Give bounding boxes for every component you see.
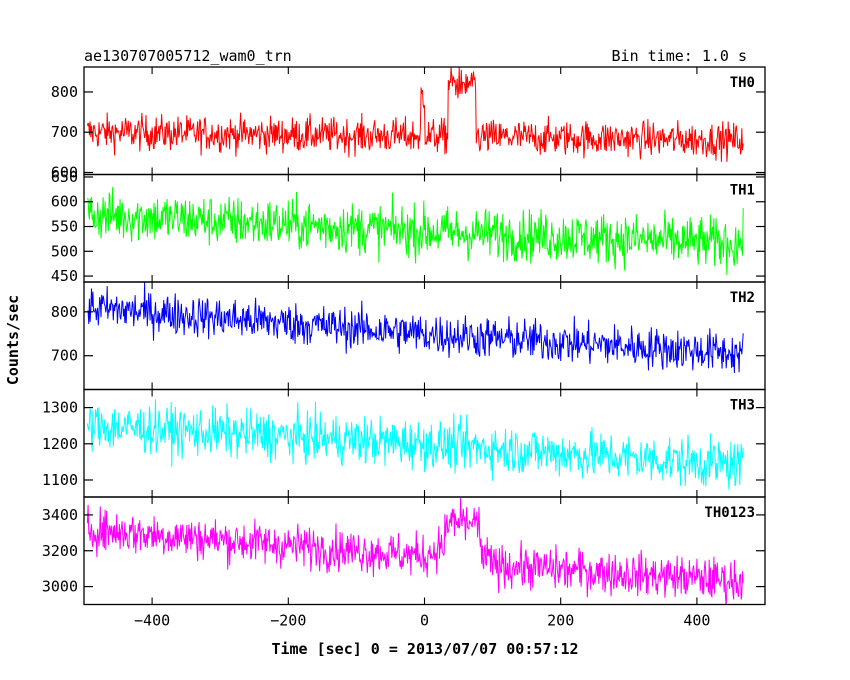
series-th2-line xyxy=(87,282,744,374)
y-tick-label: 700 xyxy=(51,123,78,141)
x-tick-label: −400 xyxy=(134,612,170,630)
panel-th0: 600 700 800 TH0 xyxy=(51,66,766,181)
x-tick-label: 200 xyxy=(547,612,574,630)
y-tick-label: 600 xyxy=(51,193,78,211)
y-tick-label: 600 xyxy=(51,163,78,181)
x-tick-label: 400 xyxy=(683,612,710,630)
panel-label-th0123: TH0123 xyxy=(704,505,755,521)
panel-label-th1: TH1 xyxy=(730,183,755,199)
y-tick-label: 500 xyxy=(51,242,78,260)
y-tick-label: 800 xyxy=(51,303,78,321)
series-th0123-line xyxy=(86,497,744,605)
bin-time-label: Bin time: 1.0 s xyxy=(612,47,747,65)
x-tick-label: −200 xyxy=(270,612,306,630)
y-tick-label: 1100 xyxy=(42,471,78,489)
y-tick-label: 1300 xyxy=(42,399,78,417)
y-tick-label: 650 xyxy=(51,168,78,186)
y-tick-label: 550 xyxy=(51,218,78,236)
panel-th0123: 3000 3200 3400 TH0123 xyxy=(42,496,766,606)
y-tick-label: 450 xyxy=(51,267,78,285)
panel-label-th3: TH3 xyxy=(730,398,755,414)
panel-label-th2: TH2 xyxy=(730,290,755,306)
y-tick-label: 3200 xyxy=(42,542,78,560)
series-th3-line xyxy=(86,399,744,490)
y-axis-label: Counts/sec xyxy=(4,295,22,385)
panel-th2: 700 800 TH2 xyxy=(51,281,766,391)
panel-th1: 450 500 550 600 650 TH1 xyxy=(51,168,766,285)
y-tick-label: 800 xyxy=(51,83,78,101)
y-tick-label: 3400 xyxy=(42,506,78,524)
x-axis: −400 −200 0 200 400 xyxy=(134,612,710,630)
x-tick-label: 0 xyxy=(420,612,429,630)
x-axis-label: Time [sec] 0 = 2013/07/07 00:57:12 xyxy=(271,640,578,658)
panel-frame xyxy=(83,281,766,391)
y-tick-label: 1200 xyxy=(42,435,78,453)
series-th0-line xyxy=(86,67,744,162)
series-th1-line xyxy=(86,187,744,276)
panel-label-th0: TH0 xyxy=(730,75,755,91)
chart-title: ae130707005712_wam0_trn xyxy=(84,47,292,65)
y-tick-label: 3000 xyxy=(42,578,78,596)
y-tick-label: 700 xyxy=(51,347,78,365)
panel-th3: 1100 1200 1300 TH3 xyxy=(42,388,766,498)
